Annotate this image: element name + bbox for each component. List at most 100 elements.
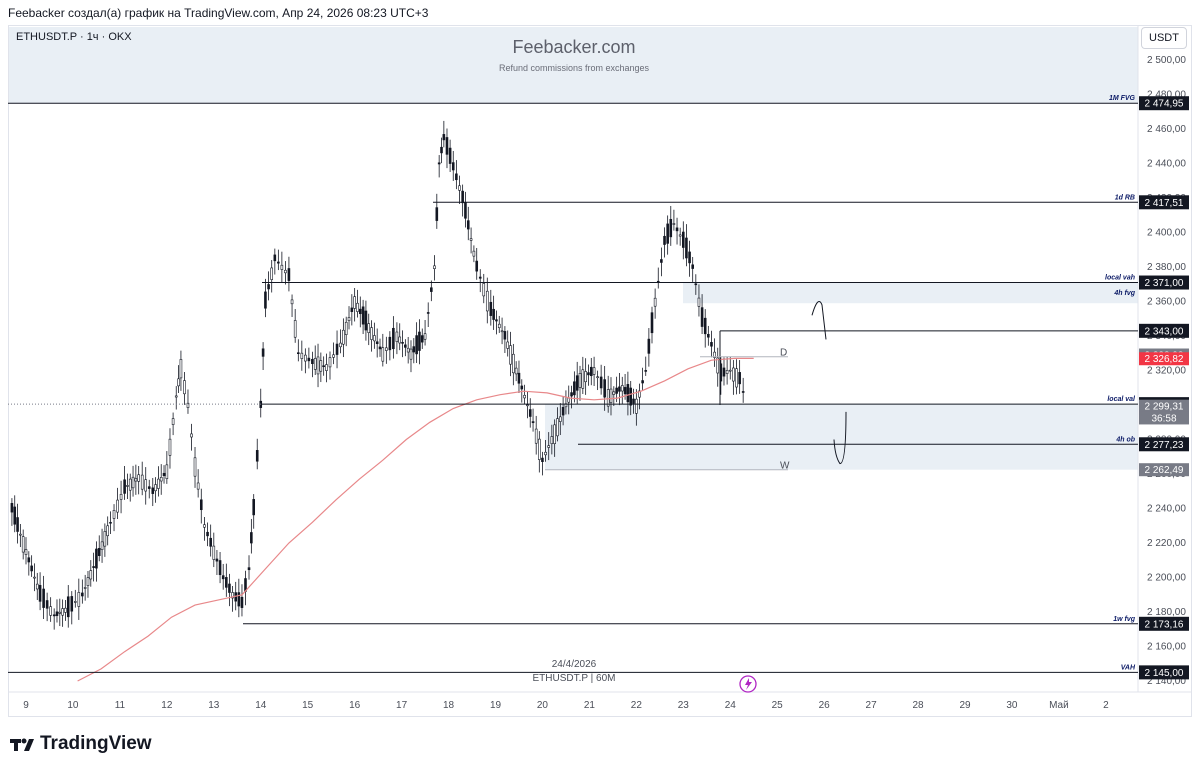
- candle-body: [58, 611, 62, 614]
- candle-body: [433, 265, 436, 269]
- top-watermark-band: [9, 27, 1138, 104]
- candle-body: [27, 557, 31, 563]
- candle-body: [92, 566, 95, 568]
- candle-body: [137, 474, 140, 482]
- candle-body: [203, 524, 206, 528]
- candle-body: [448, 147, 452, 164]
- time-tick-label: 20: [537, 700, 549, 711]
- candle-body: [228, 583, 231, 593]
- candle-body: [592, 367, 596, 375]
- price-tick-label: 2 200,00: [1147, 573, 1186, 584]
- candle-body: [344, 321, 348, 335]
- candle-body: [70, 596, 74, 612]
- bottom-watermark-date: 24/4/2026: [552, 659, 597, 670]
- price-tick-label: 2 400,00: [1147, 228, 1186, 239]
- level-price-tag-text: 2 173,16: [1145, 619, 1184, 630]
- candle-body: [523, 394, 526, 399]
- candle-body: [21, 536, 25, 553]
- candle-body: [10, 503, 14, 513]
- candle-body: [322, 365, 325, 368]
- candle-body: [599, 376, 603, 389]
- time-tick-label: 10: [67, 700, 79, 711]
- candles: [10, 120, 745, 630]
- candle-body: [669, 218, 673, 238]
- level-price-tag-text: 2 474,95: [1145, 99, 1184, 110]
- brand-name: TradingView: [40, 733, 152, 754]
- currency-button[interactable]: USDT: [1141, 27, 1187, 49]
- candle-body: [678, 234, 682, 237]
- candle-body: [134, 478, 138, 482]
- candle-body: [335, 343, 339, 355]
- candle-body: [385, 347, 388, 351]
- candle-body: [650, 312, 654, 334]
- candle-body: [112, 510, 116, 519]
- candle-body: [404, 344, 407, 348]
- candle-body: [300, 352, 304, 359]
- candle-body: [437, 162, 441, 165]
- candle-body: [159, 476, 163, 482]
- time-tick-label: Май: [1049, 700, 1069, 711]
- candle-body: [126, 485, 129, 487]
- candle-body: [472, 250, 476, 257]
- candle-body: [277, 261, 280, 264]
- candle-body: [455, 173, 458, 181]
- symbol-line[interactable]: ETHUSDT.P · 1ч · OKX: [16, 31, 132, 43]
- candle-body: [485, 290, 489, 312]
- candle-body: [703, 317, 707, 335]
- level-price-tag-text: 2 417,51: [1145, 198, 1184, 209]
- level-label: VAH: [1121, 664, 1136, 671]
- price-tick-label: 2 500,00: [1147, 55, 1186, 66]
- ema-line: [77, 357, 754, 682]
- candle-body: [55, 611, 59, 616]
- candle-body: [461, 190, 464, 204]
- candle-body: [392, 327, 395, 350]
- time-tick-label: 11: [115, 700, 126, 711]
- candle-body: [247, 567, 251, 571]
- time-tick-label: 23: [678, 700, 690, 711]
- level-label: 1d RB: [1115, 194, 1135, 201]
- candle-body: [103, 531, 107, 547]
- candle-body: [612, 391, 616, 395]
- candle-body: [375, 341, 379, 345]
- price-tick-label: 2 320,00: [1147, 366, 1186, 377]
- candle-body: [512, 353, 515, 374]
- candle-body: [358, 308, 362, 315]
- candle-body: [66, 596, 70, 618]
- candle-body: [531, 421, 535, 424]
- candle-body: [458, 185, 461, 191]
- candle-body: [86, 577, 90, 586]
- time-tick-label: 2: [1103, 700, 1109, 711]
- candle-body: [700, 307, 704, 327]
- candle-body: [517, 372, 521, 384]
- candle-body: [398, 336, 402, 344]
- watermark-title: Feebacker.com: [512, 37, 636, 57]
- candle-body: [735, 368, 738, 388]
- candle-body: [707, 333, 710, 338]
- price-tick-label: 2 360,00: [1147, 297, 1186, 308]
- level-price-tag-text: 2 371,00: [1145, 278, 1184, 289]
- candle-body: [544, 451, 547, 456]
- candle-body: [19, 533, 22, 536]
- level-price-tag: [1139, 323, 1189, 338]
- time-tick-label: 28: [912, 700, 924, 711]
- time-tick-label: 29: [959, 700, 971, 711]
- candle-body: [561, 407, 565, 416]
- lightning-icon-bolt: [745, 678, 752, 690]
- candle-body: [573, 381, 576, 396]
- candle-body: [395, 331, 399, 342]
- candle-body: [629, 387, 633, 406]
- marker-d-label: D: [780, 348, 787, 359]
- candle-body: [128, 478, 132, 491]
- price-tick-label: 2 440,00: [1147, 159, 1186, 170]
- price-tag: [1139, 399, 1189, 413]
- candle-body: [179, 359, 183, 379]
- candle-body: [620, 385, 624, 392]
- candle-body: [475, 260, 479, 272]
- candle-body: [186, 402, 190, 408]
- candle-body: [509, 345, 512, 365]
- candle-body: [534, 428, 538, 444]
- level-label: local val: [1107, 396, 1136, 403]
- candle-body: [215, 558, 219, 562]
- price-tag-text: 36:58: [1151, 413, 1176, 424]
